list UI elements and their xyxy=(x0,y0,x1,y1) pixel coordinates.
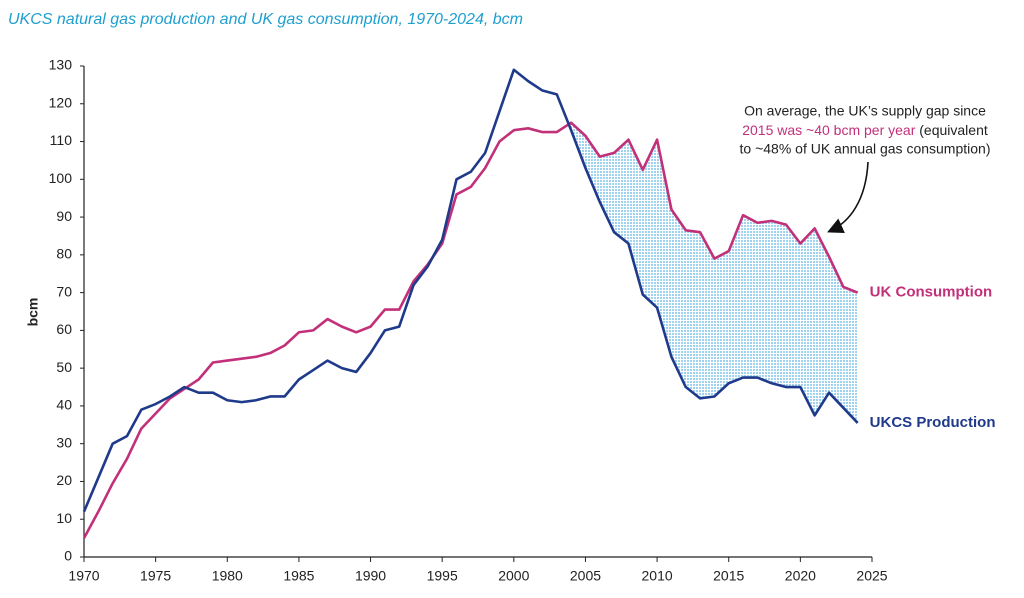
annotation: On average, the UK’s supply gap since xyxy=(744,103,986,119)
series-line xyxy=(82,68,859,513)
y-tick-label: 70 xyxy=(56,283,72,299)
y-tick-label: 40 xyxy=(56,397,72,413)
y-tick-label: 120 xyxy=(49,94,73,110)
annotation-text: (equivalent xyxy=(915,122,987,138)
x-tick-label: 2015 xyxy=(713,568,744,584)
x-tick-label: 2010 xyxy=(642,568,673,584)
x-tick-label: 1985 xyxy=(283,568,314,584)
y-tick-label: 60 xyxy=(56,321,72,337)
y-tick-label: 90 xyxy=(56,208,72,224)
chart-title: UKCS natural gas production and UK gas c… xyxy=(8,11,523,28)
annotation-highlight: 2015 was ~40 bcm per year xyxy=(742,122,915,138)
y-tick-label: 30 xyxy=(56,434,72,450)
x-tick-label: 1990 xyxy=(355,568,386,584)
x-tick-label: 1970 xyxy=(68,568,99,584)
x-tick-label: 2020 xyxy=(785,568,816,584)
x-tick-label: 2000 xyxy=(498,568,529,584)
series-label: UKCS Production xyxy=(870,414,996,431)
y-tick-label: 110 xyxy=(50,132,73,148)
x-tick-label: 2005 xyxy=(570,568,601,584)
series-label: UK Consumption xyxy=(870,284,992,301)
y-tick-label: 0 xyxy=(64,548,72,564)
y-tick-label: 50 xyxy=(56,359,72,375)
y-tick-label: 10 xyxy=(56,510,72,526)
y-tick-label: 100 xyxy=(49,170,73,186)
annotation-arrow xyxy=(827,161,869,234)
x-tick-label: 1975 xyxy=(140,568,171,584)
annotation: to ~48% of UK annual gas consumption) xyxy=(740,141,991,157)
x-tick-label: 2025 xyxy=(856,568,887,584)
y-tick-label: 80 xyxy=(56,246,72,262)
y-axis-label: bcm xyxy=(25,298,41,327)
x-tick-label: 1980 xyxy=(212,568,243,584)
series-line xyxy=(82,121,859,539)
y-tick-label: 130 xyxy=(49,57,73,73)
annotation: 2015 was ~40 bcm per year (equivalent xyxy=(742,122,988,138)
supply-gap-area xyxy=(568,122,858,423)
y-tick-label: 20 xyxy=(56,472,72,488)
x-tick-label: 1995 xyxy=(427,568,458,584)
